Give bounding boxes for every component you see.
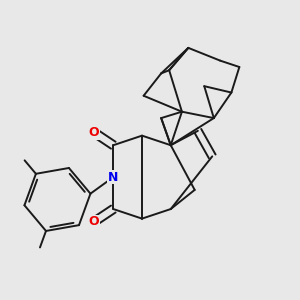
Text: N: N: [108, 171, 119, 184]
Text: O: O: [89, 215, 100, 228]
Text: O: O: [89, 126, 100, 139]
